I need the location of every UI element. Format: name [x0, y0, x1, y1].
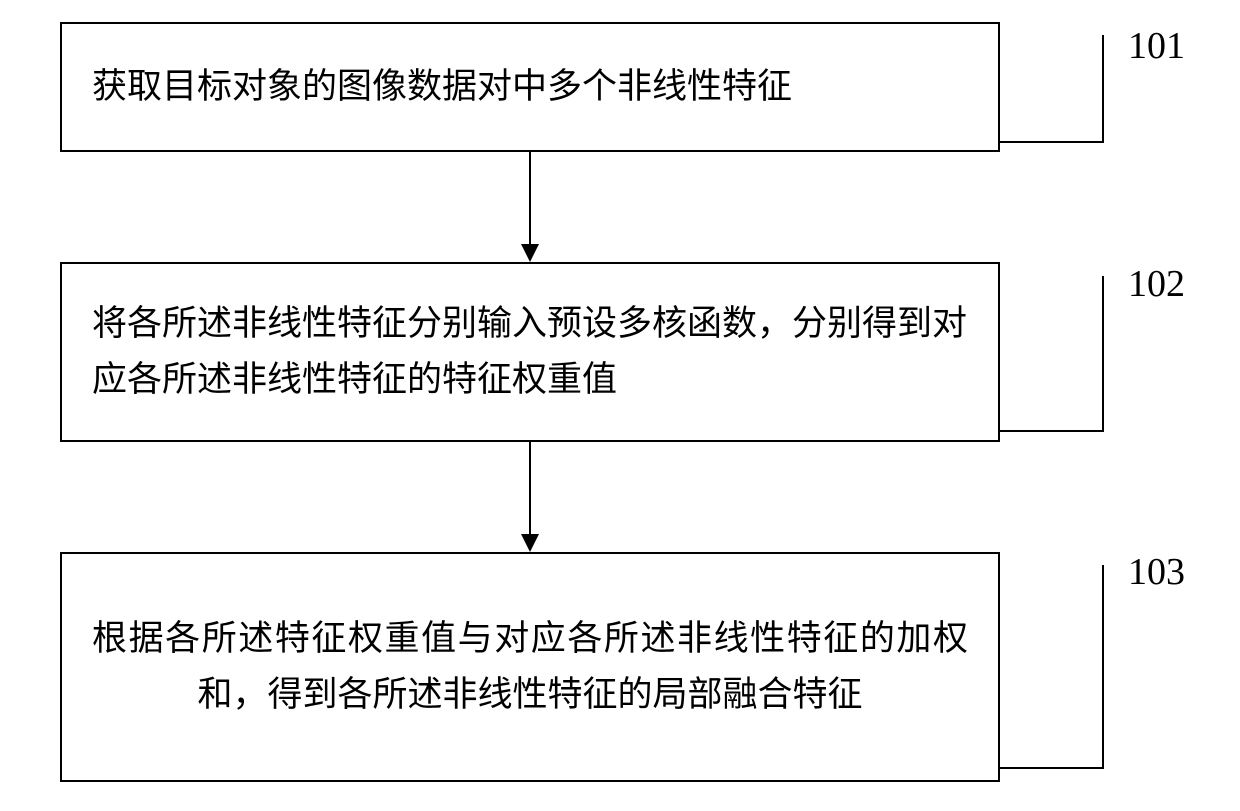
step-text-2: 将各所述非线性特征分别输入预设多核函数，分别得到对应各所述非线性特征的特征权重值 [92, 296, 968, 408]
step-box-3: 根据各所述特征权重值与对应各所述非线性特征的加权和，得到各所述非线性特征的局部融… [60, 552, 1000, 782]
arrow-head-1 [521, 244, 539, 262]
step-label-1: 101 [1128, 24, 1185, 68]
arrow-line-1 [529, 152, 531, 244]
step-text-1: 获取目标对象的图像数据对中多个非线性特征 [92, 59, 792, 115]
label-connector-3 [1000, 565, 1104, 769]
arrow-line-2 [529, 442, 531, 534]
label-connector-2 [1000, 276, 1104, 432]
label-connector-1 [1000, 35, 1104, 143]
step-box-1: 获取目标对象的图像数据对中多个非线性特征 [60, 22, 1000, 152]
step-box-2: 将各所述非线性特征分别输入预设多核函数，分别得到对应各所述非线性特征的特征权重值 [60, 262, 1000, 442]
flowchart-container: 获取目标对象的图像数据对中多个非线性特征 101 将各所述非线性特征分别输入预设… [0, 0, 1240, 811]
step-text-3: 根据各所述特征权重值与对应各所述非线性特征的加权和，得到各所述非线性特征的局部融… [92, 611, 968, 723]
step-label-2: 102 [1128, 262, 1185, 306]
arrow-head-2 [521, 534, 539, 552]
step-label-3: 103 [1128, 550, 1185, 594]
